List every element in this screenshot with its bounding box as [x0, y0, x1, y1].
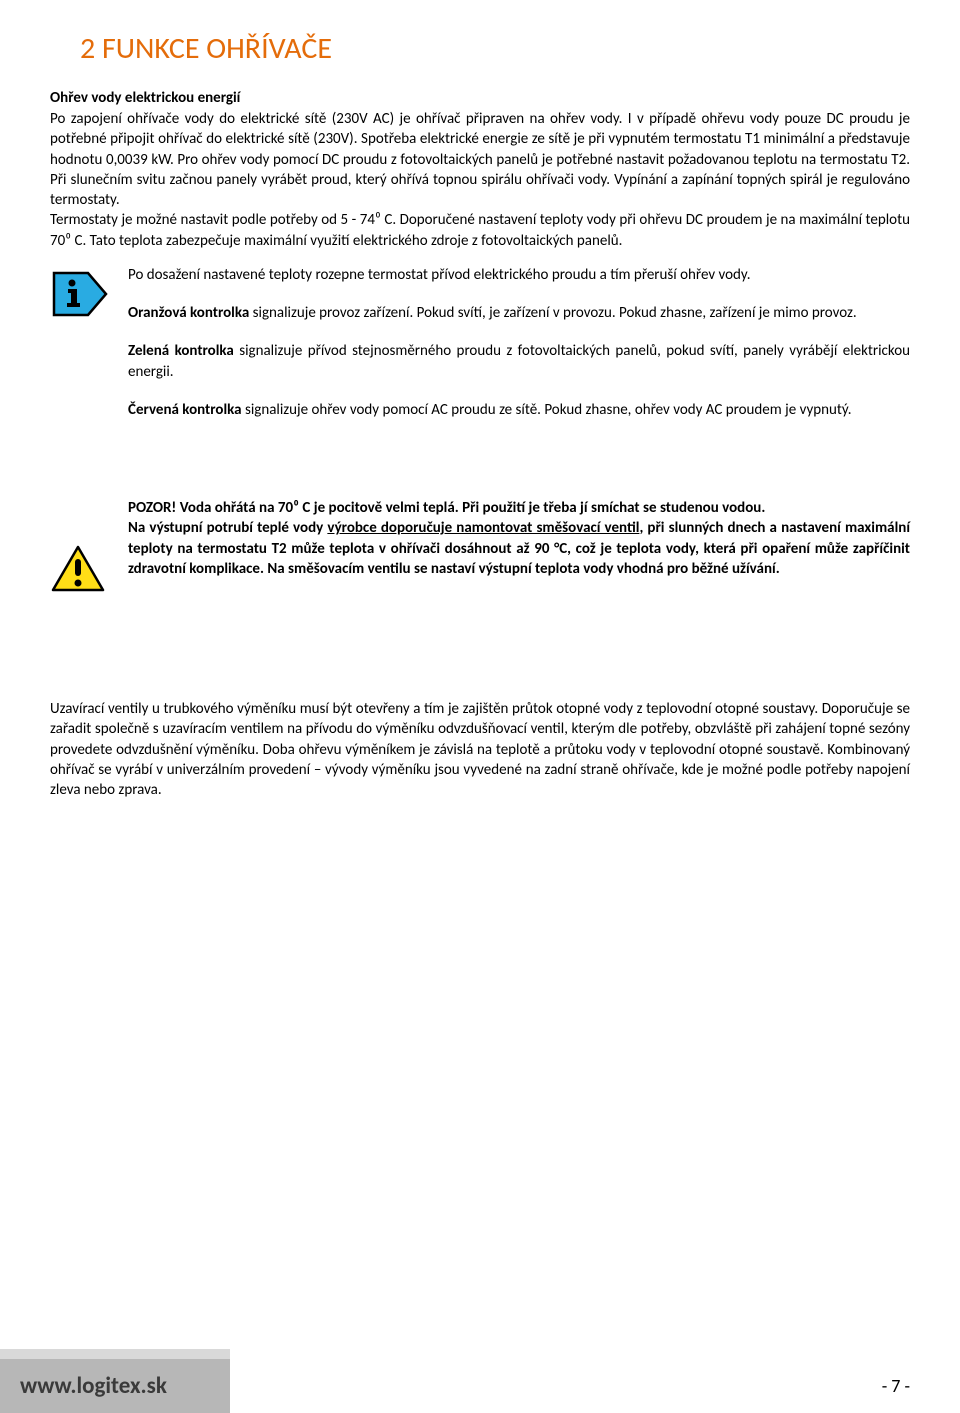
footer-shadow [0, 1349, 230, 1359]
info-p4-rest: signalizuje ohřev vody pomocí AC proudu … [242, 401, 852, 419]
warning-text: POZOR! Voda ohřátá na 70⁰ C je pocitově … [128, 498, 910, 579]
warning-icon-wrap [50, 498, 110, 599]
page-footer: www.logitex.sk - 7 - [0, 1359, 960, 1413]
footer-page-number: - 7 - [882, 1375, 910, 1397]
info-p3: Zelená kontrolka signalizuje přívod stej… [128, 341, 910, 382]
info-p4-bold: Červená kontrolka [128, 401, 242, 419]
bottom-paragraph: Uzavírací ventily u trubkového výměníku … [50, 699, 910, 800]
main-para-2: Termostaty je možné nastavit podle potře… [50, 211, 910, 249]
info-text: Po dosažení nastavené teploty rozepne te… [128, 265, 910, 438]
subheading: Ohřev vody elektrickou energií [50, 89, 910, 107]
footer-url: www.logitex.sk [0, 1359, 230, 1413]
info-p2-bold: Oranžová kontrolka [128, 304, 249, 322]
info-icon [50, 269, 110, 319]
warning-p1: POZOR! Voda ohřátá na 70⁰ C je pocitově … [128, 498, 910, 518]
info-p1: Po dosažení nastavené teploty rozepne te… [128, 265, 910, 285]
warning-p2-pre: Na výstupní potrubí teplé vody [128, 519, 327, 537]
warning-icon [50, 544, 106, 594]
info-p3-bold: Zelená kontrolka [128, 342, 234, 360]
info-p4: Červená kontrolka signalizuje ohřev vody… [128, 400, 910, 420]
footer-url-text: www.logitex.sk [20, 1372, 167, 1400]
info-icon-wrap [50, 265, 110, 324]
info-p3-rest: signalizuje přívod stejnosměrného proudu… [128, 342, 910, 380]
info-block: Po dosažení nastavené teploty rozepne te… [50, 265, 910, 438]
warning-block: POZOR! Voda ohřátá na 70⁰ C je pocitově … [50, 498, 910, 599]
warning-p2-underline: výrobce doporučuje namontovat směšovací … [327, 519, 639, 537]
main-para-1: Po zapojení ohřívače vody do elektrické … [50, 110, 910, 209]
info-p2: Oranžová kontrolka signalizuje provoz za… [128, 303, 910, 323]
main-paragraph: Po zapojení ohřívače vody do elektrické … [50, 109, 910, 251]
section-heading: 2 FUNKCE OHŘÍVAČE [50, 30, 910, 67]
warning-p2: Na výstupní potrubí teplé vody výrobce d… [128, 518, 910, 579]
info-p2-rest: signalizuje provoz zařízení. Pokud svítí… [249, 304, 856, 322]
